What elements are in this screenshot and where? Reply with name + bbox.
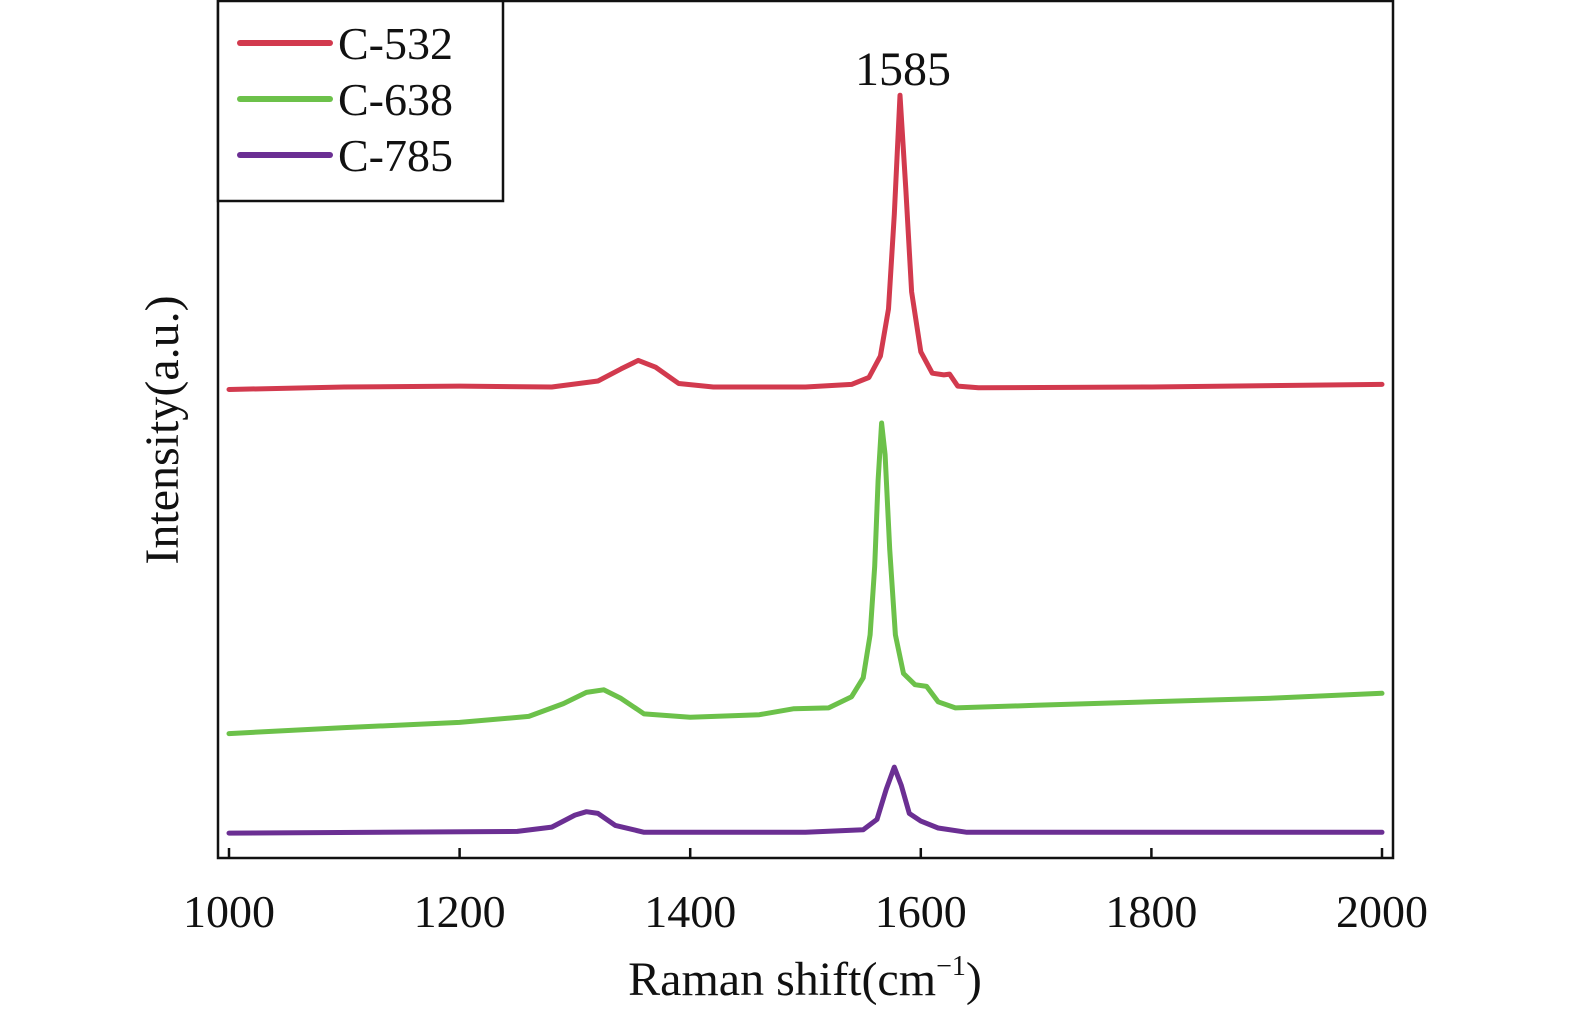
x-tick-label: 1600 [875, 886, 967, 937]
series-line-c-532 [226, 92, 1385, 392]
legend-label: C-532 [338, 18, 453, 69]
x-tick-label: 2000 [1336, 886, 1428, 937]
x-tick-label: 1400 [644, 886, 736, 937]
x-tick-label: 1200 [414, 886, 506, 937]
series-layer [226, 92, 1385, 836]
x-axis-label-sup: −1 [936, 951, 966, 982]
x-axis-label: Raman shift(cm−1) [628, 951, 982, 1006]
peak-annotation: 1585 [855, 43, 951, 96]
legend-label: C-785 [338, 130, 453, 181]
x-tick-label: 1800 [1105, 886, 1197, 937]
x-axis-label-text: Raman shift(cm [628, 953, 936, 1006]
series-line-c-638 [226, 420, 1385, 737]
legend-label: C-638 [338, 74, 453, 125]
x-axis-label-close: ) [966, 953, 982, 1006]
x-tick-label: 1000 [183, 886, 275, 937]
x-ticks: 1000 1200 1400 1600 1800 2000 [183, 848, 1428, 937]
y-axis-label: Intensity(a.u.) [136, 295, 189, 564]
series-line-c-785 [226, 764, 1385, 836]
plot-frame [216, 0, 1395, 860]
